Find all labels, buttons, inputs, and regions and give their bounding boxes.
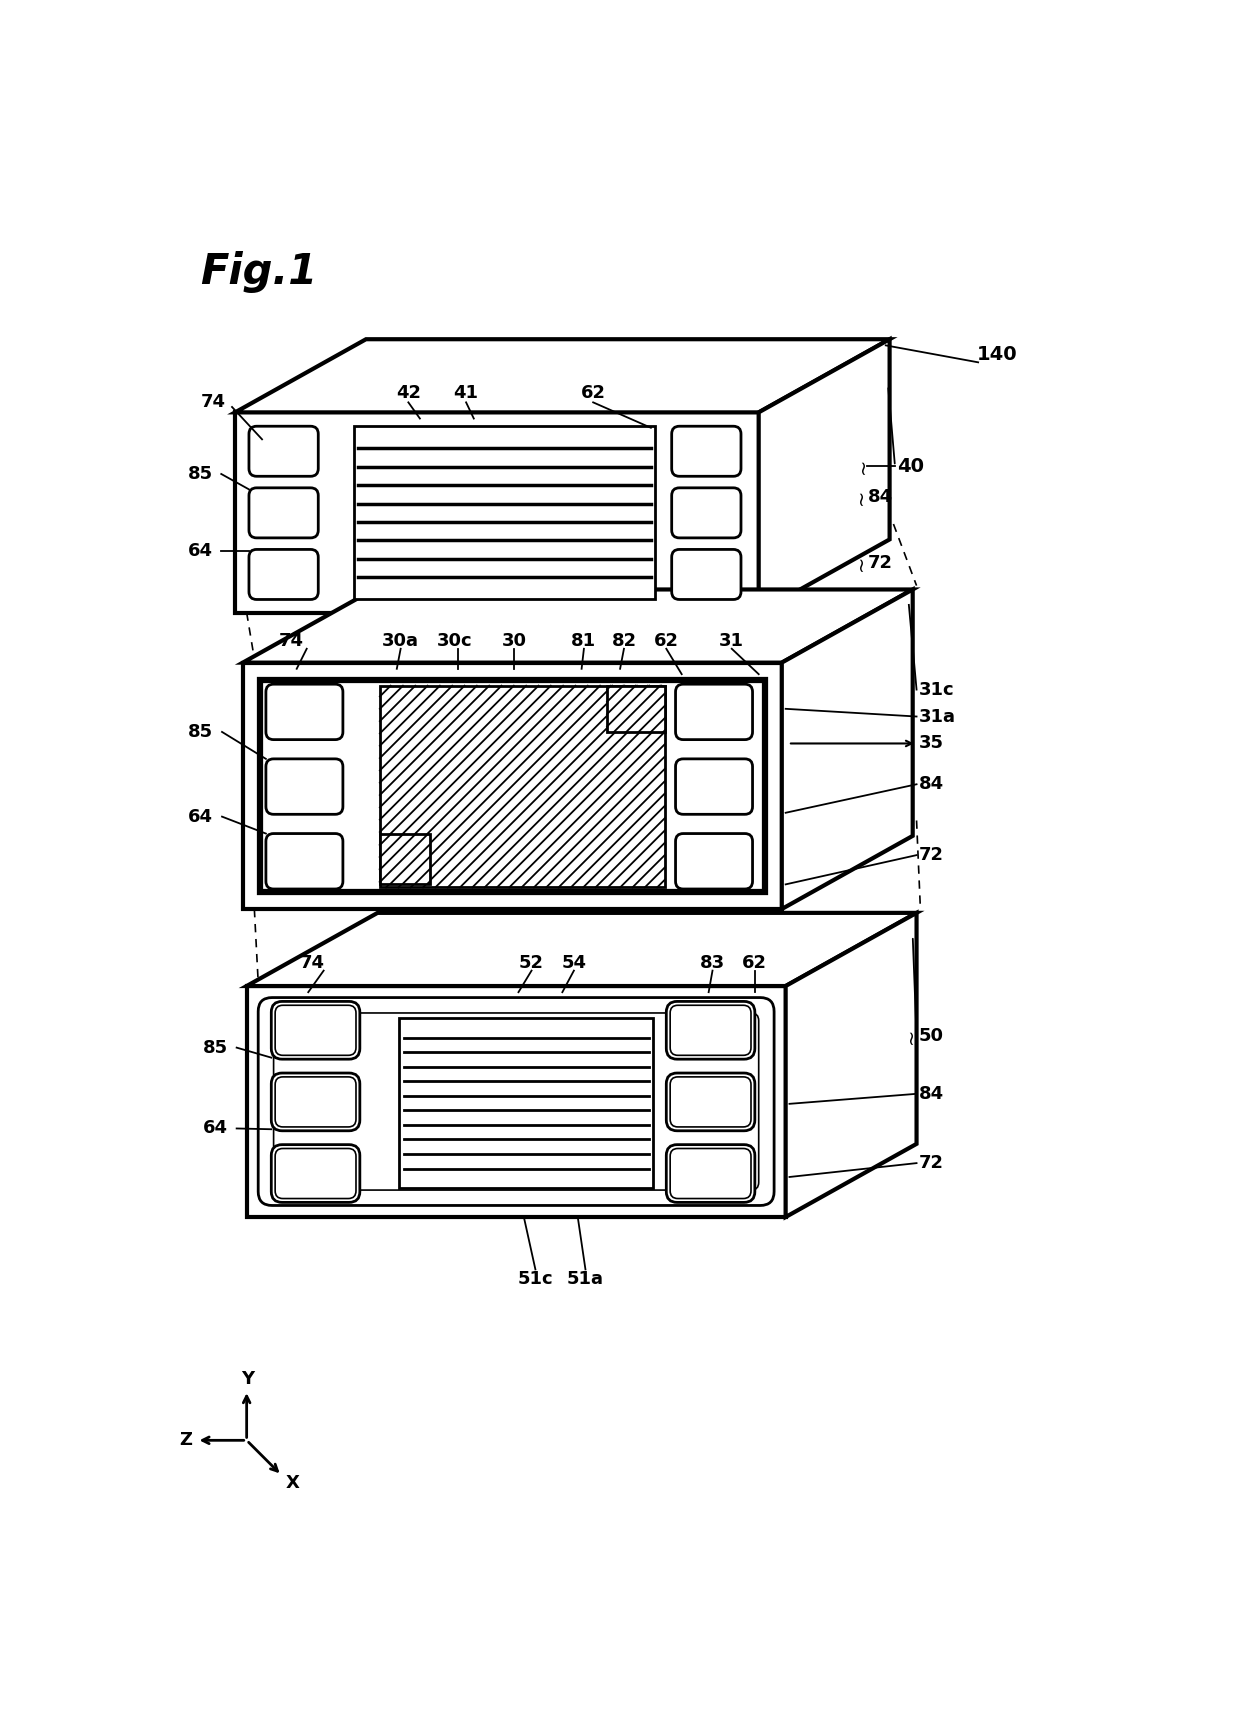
Text: 62: 62 [653,632,678,649]
Text: 40: 40 [898,457,924,476]
Polygon shape [236,413,759,613]
Polygon shape [781,590,913,910]
FancyBboxPatch shape [670,1076,751,1127]
Text: 64: 64 [188,807,213,826]
Text: 51a: 51a [567,1269,604,1288]
FancyBboxPatch shape [666,1073,755,1130]
Text: 84: 84 [868,488,893,507]
Text: Fig.1: Fig.1 [201,250,317,293]
Polygon shape [759,339,889,613]
Text: 50: 50 [919,1028,944,1045]
Bar [399,1019,653,1187]
Text: ~: ~ [901,1028,920,1045]
Polygon shape [247,913,916,986]
Text: 140: 140 [977,345,1018,365]
Text: 42: 42 [396,384,420,403]
FancyBboxPatch shape [275,1149,356,1198]
FancyBboxPatch shape [274,1014,759,1191]
FancyBboxPatch shape [666,1002,755,1059]
Polygon shape [247,986,786,1217]
Bar [259,679,765,892]
Text: 85: 85 [188,465,213,483]
Text: 31a: 31a [919,708,956,726]
FancyBboxPatch shape [249,488,319,538]
Text: Y: Y [241,1370,254,1389]
FancyBboxPatch shape [258,998,774,1205]
Text: 30c: 30c [436,632,472,649]
Text: 74: 74 [201,394,226,411]
Text: X: X [285,1474,299,1491]
Text: ~: ~ [853,458,872,474]
FancyBboxPatch shape [265,759,343,814]
Text: 30: 30 [501,632,526,649]
Text: 81: 81 [572,632,596,649]
Text: 74: 74 [279,632,304,649]
Text: 84: 84 [919,776,944,793]
FancyBboxPatch shape [666,1144,755,1203]
Text: 74: 74 [300,953,325,972]
Text: 31c: 31c [919,681,955,698]
FancyBboxPatch shape [676,833,753,889]
FancyBboxPatch shape [249,427,319,476]
Text: 41: 41 [454,384,479,403]
FancyBboxPatch shape [670,1149,751,1198]
Text: 72: 72 [868,554,893,571]
Text: 62: 62 [580,384,605,403]
FancyBboxPatch shape [672,488,742,538]
Polygon shape [236,339,889,413]
Text: 35: 35 [919,734,944,752]
Bar [355,427,655,599]
Text: ~: ~ [852,554,870,571]
Polygon shape [243,590,913,663]
FancyBboxPatch shape [249,549,319,599]
FancyBboxPatch shape [275,1005,356,1055]
FancyBboxPatch shape [265,684,343,740]
Text: ~: ~ [852,490,870,505]
Text: 51c: 51c [517,1269,553,1288]
FancyBboxPatch shape [272,1002,360,1059]
FancyBboxPatch shape [676,759,753,814]
FancyBboxPatch shape [670,1005,751,1055]
FancyBboxPatch shape [272,1073,360,1130]
FancyBboxPatch shape [672,549,742,599]
FancyBboxPatch shape [265,833,343,889]
Text: 83: 83 [699,953,725,972]
Text: 52: 52 [520,953,544,972]
Text: 72: 72 [919,845,944,865]
Text: 82: 82 [611,632,636,649]
Text: Z: Z [180,1430,192,1450]
Text: 85: 85 [203,1038,228,1057]
Text: 64: 64 [188,542,213,561]
FancyBboxPatch shape [275,1076,356,1127]
FancyBboxPatch shape [676,684,753,740]
Bar [379,686,665,887]
FancyBboxPatch shape [672,427,742,476]
Text: 72: 72 [919,1154,944,1172]
Text: 31: 31 [719,632,744,649]
Polygon shape [786,913,916,1217]
Bar [379,833,430,884]
Text: 64: 64 [203,1120,228,1137]
Text: 85: 85 [188,722,213,741]
Text: 54: 54 [562,953,587,972]
Text: 62: 62 [743,953,768,972]
Text: 84: 84 [919,1085,944,1102]
Bar [608,686,665,733]
Text: 30a: 30a [382,632,419,649]
FancyBboxPatch shape [272,1144,360,1203]
Polygon shape [243,663,781,910]
